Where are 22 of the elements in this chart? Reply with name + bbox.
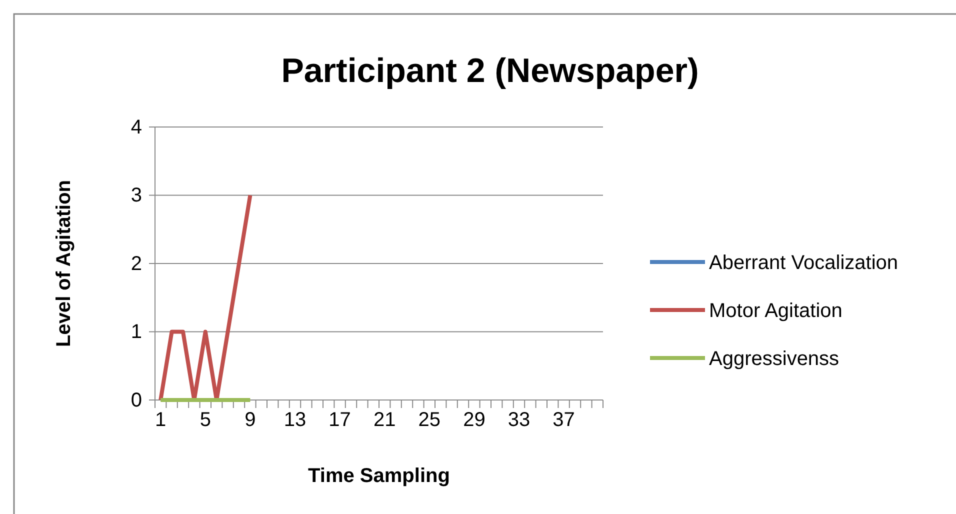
x-tick-label: 29 <box>463 409 486 432</box>
x-tick-label: 17 <box>328 409 351 432</box>
y-tick-label: 0 <box>130 389 142 412</box>
x-tick-label: 1 <box>155 409 166 432</box>
chart-title: Participant 2 (Newspaper) <box>281 52 699 90</box>
x-tick-label: 13 <box>284 409 306 432</box>
x-tick-label: 25 <box>418 409 441 432</box>
legend-label: Motor Agitation <box>709 300 842 322</box>
y-tick-label: 1 <box>130 321 142 344</box>
y-tick-label: 2 <box>130 252 142 275</box>
x-axis-title: Time Sampling <box>308 465 450 487</box>
y-tick-label: 4 <box>130 116 142 138</box>
legend-label: Aberrant Vocalization <box>709 252 898 274</box>
x-tick-label: 5 <box>200 409 211 432</box>
x-tick-label: 21 <box>373 409 396 432</box>
x-tick-label: 33 <box>508 409 530 432</box>
legend-label: Aggressivenss <box>709 348 840 370</box>
y-axis-title: Level of Agitation <box>53 180 75 348</box>
x-tick-label: 9 <box>244 409 256 432</box>
y-tick-label: 3 <box>130 184 142 207</box>
line-series <box>158 193 252 402</box>
x-tick-label: 37 <box>552 409 575 432</box>
